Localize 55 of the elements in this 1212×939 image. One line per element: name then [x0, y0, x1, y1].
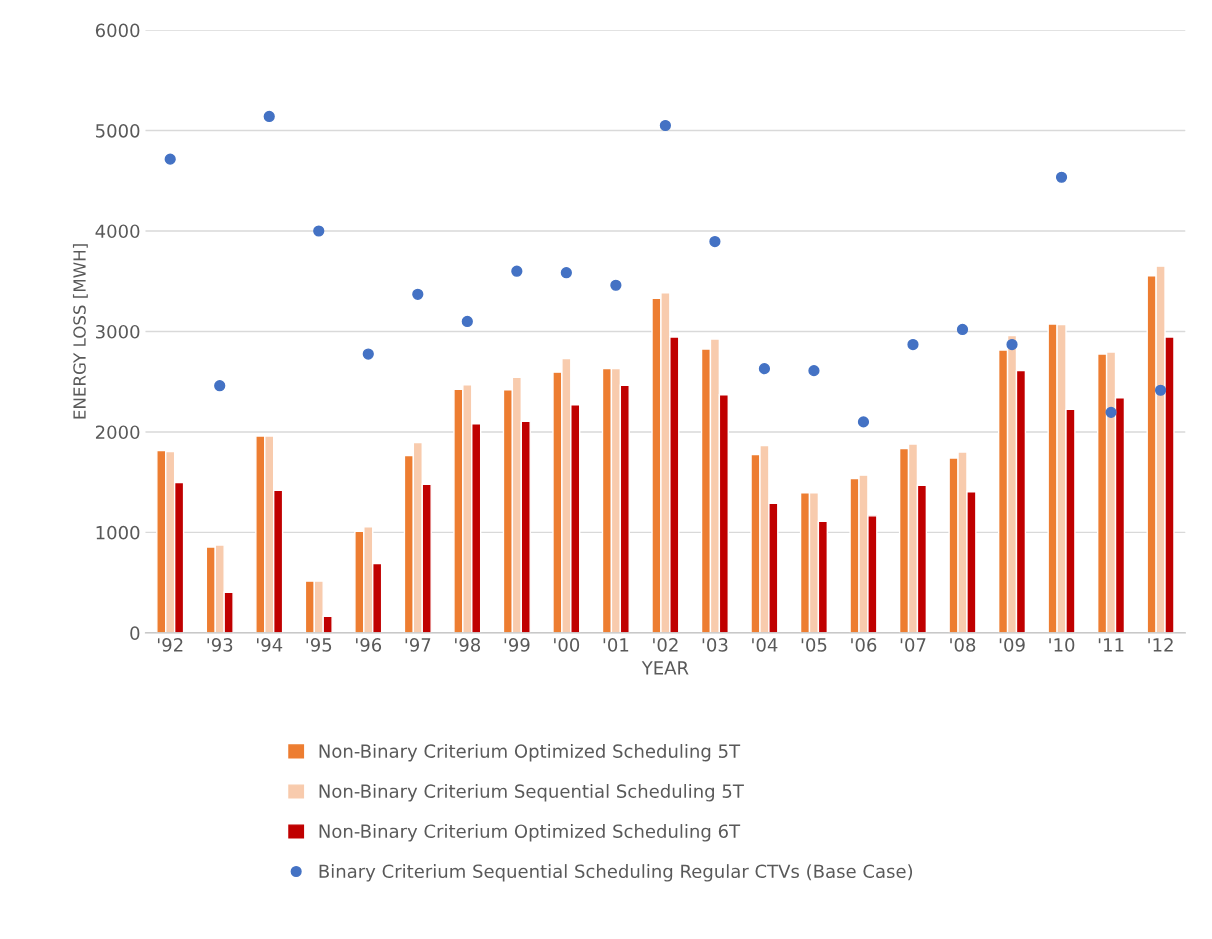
point	[560, 267, 572, 279]
x-tick-label: '02	[653, 638, 678, 652]
point	[709, 235, 721, 248]
y-tick-label: 2000	[95, 425, 140, 440]
point	[857, 416, 870, 428]
x-tick-label: '98	[455, 638, 481, 652]
point	[511, 265, 523, 277]
y-tick-label: 0	[130, 626, 140, 640]
point	[164, 153, 176, 165]
point	[610, 279, 622, 291]
x-tick-label: '99	[504, 638, 530, 652]
legend-label: Non-Binary Criterium Optimized Scheduling 5T	[319, 743, 741, 762]
x-tick-label: '06	[851, 638, 877, 652]
point	[461, 315, 473, 328]
y-tick-label: 1000	[96, 525, 140, 540]
point	[1055, 171, 1068, 183]
x-tick-label: '95	[306, 638, 332, 652]
point	[1154, 384, 1167, 396]
point	[263, 110, 275, 123]
x-tick-label: '10	[1049, 638, 1075, 652]
point	[956, 323, 969, 336]
x-tick-label: '05	[801, 638, 827, 652]
y-tick-label: 4000	[95, 224, 140, 239]
x-tick-label: '93	[207, 638, 233, 652]
point	[214, 380, 226, 392]
x-tick-label: '03	[702, 638, 728, 652]
y-tick-label: 6000	[95, 23, 140, 38]
x-tick-label: '09	[999, 638, 1025, 652]
x-axis-title: YEAR	[641, 661, 689, 675]
point	[758, 363, 771, 375]
x-tick-label: '96	[356, 638, 382, 652]
y-tick-label: 3000	[96, 324, 140, 339]
point	[313, 225, 325, 237]
point	[362, 348, 374, 360]
legend-label: Non-Binary Criterium Sequential Scheduling 5T	[319, 784, 744, 802]
x-tick-label: '08	[950, 638, 976, 652]
x-tick-label: '11	[1098, 638, 1124, 652]
x-tick-label: '94	[257, 638, 283, 652]
y-tick-label: 5000	[96, 123, 140, 138]
x-tick-label: '01	[603, 638, 629, 652]
legend-label: Non-Binary Criterium Optimized Scheduling 6T	[319, 824, 741, 842]
point	[1006, 338, 1018, 351]
point	[808, 365, 820, 377]
point	[1105, 406, 1117, 418]
x-tick-label: '97	[405, 638, 431, 652]
x-tick-label: '00	[554, 638, 580, 652]
x-tick-label: '04	[752, 638, 778, 652]
point	[907, 338, 919, 351]
x-tick-label: '07	[900, 638, 926, 652]
x-tick-label: '12	[1148, 638, 1173, 652]
point	[659, 119, 671, 132]
legend-label: Binary Criterium Sequential Scheduling Regular CTVs (Base Case)	[319, 864, 913, 882]
point	[412, 288, 424, 300]
x-tick-label: '92	[157, 638, 183, 652]
y-axis-title: ENERGY LOSS [MWH]	[72, 244, 88, 419]
